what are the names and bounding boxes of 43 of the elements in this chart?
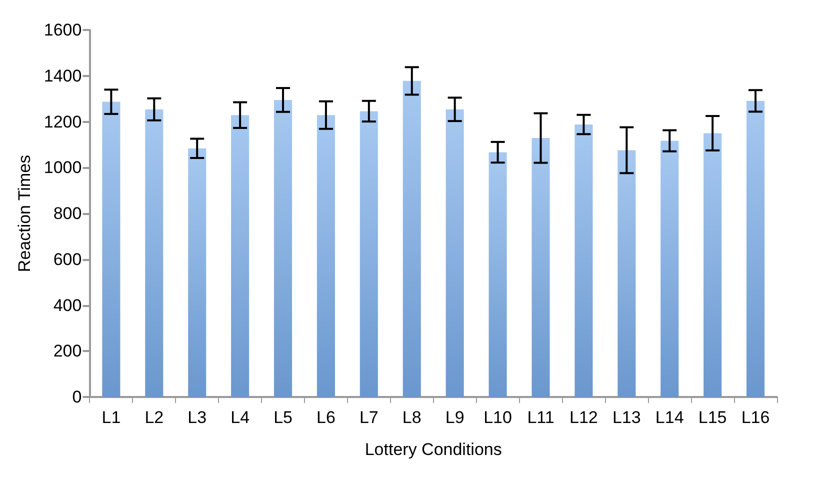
x-tick-label: L16 xyxy=(741,408,770,427)
x-axis-title: Lottery Conditions xyxy=(364,440,502,459)
x-tick-label: L4 xyxy=(230,408,250,427)
x-tick-label: L5 xyxy=(274,408,292,427)
x-tick-label: L10 xyxy=(484,408,512,427)
y-tick-label: 1600 xyxy=(44,20,82,40)
y-tick-label: 200 xyxy=(53,342,82,361)
y-tick-label: 800 xyxy=(53,204,82,223)
bar xyxy=(231,115,250,397)
x-tick-label: L1 xyxy=(102,408,121,427)
bar xyxy=(316,115,335,397)
y-tick-label: 1200 xyxy=(44,112,82,132)
x-tick-label: L15 xyxy=(698,408,727,427)
y-tick-label: 400 xyxy=(53,296,82,315)
x-tick-label: L7 xyxy=(359,408,378,427)
x-tick-label: L13 xyxy=(612,408,641,427)
y-tick-label: 600 xyxy=(53,250,82,269)
x-tick-label: L12 xyxy=(570,408,598,427)
bar xyxy=(488,152,507,397)
bar xyxy=(360,111,378,397)
bar xyxy=(746,100,765,397)
y-tick-label: 1000 xyxy=(44,158,82,178)
bar xyxy=(145,109,164,397)
x-tick-label: L3 xyxy=(188,408,207,427)
y-tick-label: 1400 xyxy=(44,66,82,86)
bar xyxy=(660,140,679,397)
y-axis-title: Reaction Times xyxy=(15,154,34,272)
bar xyxy=(446,109,464,397)
bar xyxy=(188,148,206,397)
bar xyxy=(704,133,722,397)
x-tick-label: L6 xyxy=(316,408,336,427)
x-tick-label: L11 xyxy=(527,408,554,427)
y-tick-label: 0 xyxy=(72,388,82,406)
bar xyxy=(402,80,421,397)
x-tick-label: L9 xyxy=(445,408,464,427)
bar xyxy=(102,102,120,397)
x-tick-label: L14 xyxy=(655,408,684,427)
bar xyxy=(574,124,593,397)
x-tick-label: L2 xyxy=(144,408,164,427)
x-tick-label: L8 xyxy=(402,408,422,427)
bar xyxy=(618,150,636,397)
bar xyxy=(532,138,550,397)
bar xyxy=(274,100,292,397)
